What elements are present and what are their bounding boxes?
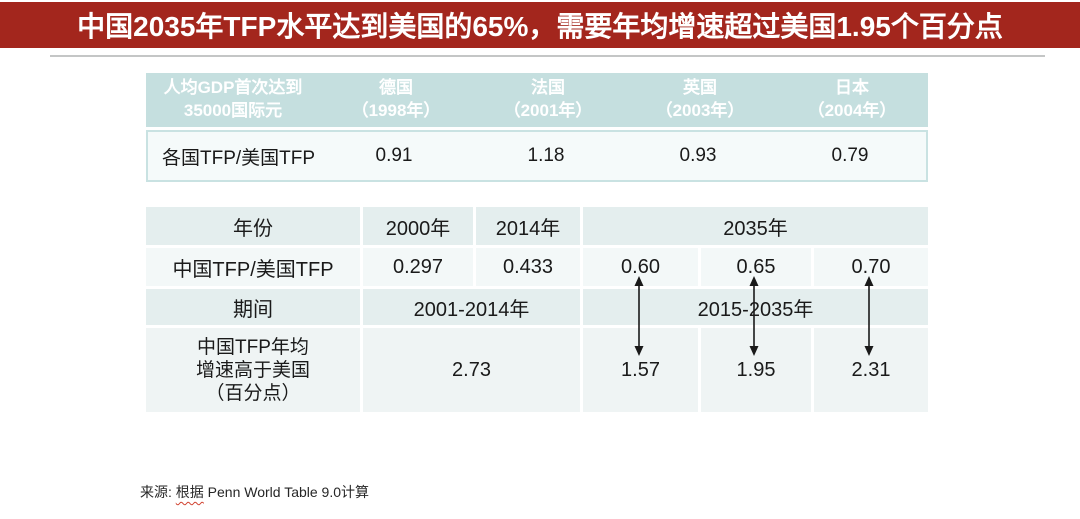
header-corner-line2: 35000国际元: [183, 101, 283, 120]
growth-scenario-070-value: 2.31: [814, 328, 928, 412]
source-note: 来源: 根据 Penn World Table 9.0计算: [140, 482, 369, 502]
double-arrow-060-to-157: [632, 276, 646, 356]
country-name: 英国: [683, 78, 717, 98]
row-label-growth-gap: 中国TFP年均 增速高于美国 （百分点）: [146, 328, 360, 412]
year-2014-cell: 2014年: [476, 207, 580, 245]
growth-scenario-060-value: 1.57: [583, 328, 698, 412]
country-year: （2003年）: [655, 101, 745, 120]
row-label-countries-tfp: 各国TFP/美国TFP: [162, 147, 316, 169]
row-label-china-tfp: 中国TFP/美国TFP: [146, 248, 360, 286]
growth-label-line3: （百分点）: [205, 382, 301, 404]
tfp-2000-value: 0.297: [363, 248, 473, 286]
growth-2001-2014-value: 2.73: [363, 328, 580, 412]
header-corner-cell: 人均GDP首次达到 35000国际元: [146, 77, 320, 123]
headline-title: 中国2035年TFP水平达到美国的65%，需要年均增速超过美国1.95个百分点: [77, 11, 1003, 42]
tfp-2035-scenario-065: 0.65: [701, 248, 811, 286]
value-uk-tfp: 0.93: [679, 145, 717, 166]
row-label-year: 年份: [146, 207, 360, 245]
country-name: 日本: [835, 78, 869, 98]
country-tfp-table: 人均GDP首次达到 35000国际元 德国 （1998年） 法国 （2001年）…: [146, 73, 928, 182]
china-tfp-table: 年份 2000年 2014年 2035年 中国TFP/美国TFP 0.297 0…: [146, 207, 928, 412]
country-name: 法国: [531, 78, 565, 98]
header-col-uk: 英国 （2003年）: [624, 77, 776, 123]
horizontal-divider: [50, 55, 1045, 57]
headline-banner: 中国2035年TFP水平达到美国的65%，需要年均增速超过美国1.95个百分点: [0, 2, 1080, 48]
growth-label-line1: 中国TFP年均: [197, 336, 309, 358]
growth-scenario-065-value: 1.95: [701, 328, 811, 412]
period-2015-2035: 2015-2035年: [583, 289, 928, 325]
double-arrow-065-to-195: [747, 276, 761, 356]
header-col-france: 法国 （2001年）: [472, 77, 624, 123]
growth-label-line2: 增速高于美国: [195, 359, 310, 381]
value-japan-tfp: 0.79: [831, 145, 869, 166]
year-2035-cell: 2035年: [583, 207, 928, 245]
source-prefix: 来源:: [140, 484, 176, 500]
country-year: （1998年）: [351, 101, 441, 120]
tfp-2035-scenario-070: 0.70: [814, 248, 928, 286]
source-rest: Penn World Table 9.0计算: [203, 484, 370, 500]
year-2000-cell: 2000年: [363, 207, 473, 245]
source-squiggle-word: 根据: [175, 484, 204, 500]
country-tfp-table-row: 各国TFP/美国TFP 0.91 1.18 0.93 0.79: [146, 130, 928, 182]
period-2001-2014: 2001-2014年: [363, 289, 580, 325]
value-germany-tfp: 0.91: [375, 145, 413, 166]
country-tfp-table-header: 人均GDP首次达到 35000国际元 德国 （1998年） 法国 （2001年）…: [146, 73, 928, 127]
header-corner-line1: 人均GDP首次达到: [163, 78, 303, 98]
header-col-japan: 日本 （2004年）: [776, 77, 928, 123]
country-year: （2001年）: [503, 101, 593, 120]
row-label-period: 期间: [146, 289, 360, 325]
value-france-tfp: 1.18: [527, 145, 565, 166]
double-arrow-070-to-231: [862, 276, 876, 356]
country-name: 德国: [379, 78, 413, 98]
header-col-germany: 德国 （1998年）: [320, 77, 472, 123]
country-year: （2004年）: [807, 101, 897, 120]
tfp-2014-value: 0.433: [476, 248, 580, 286]
